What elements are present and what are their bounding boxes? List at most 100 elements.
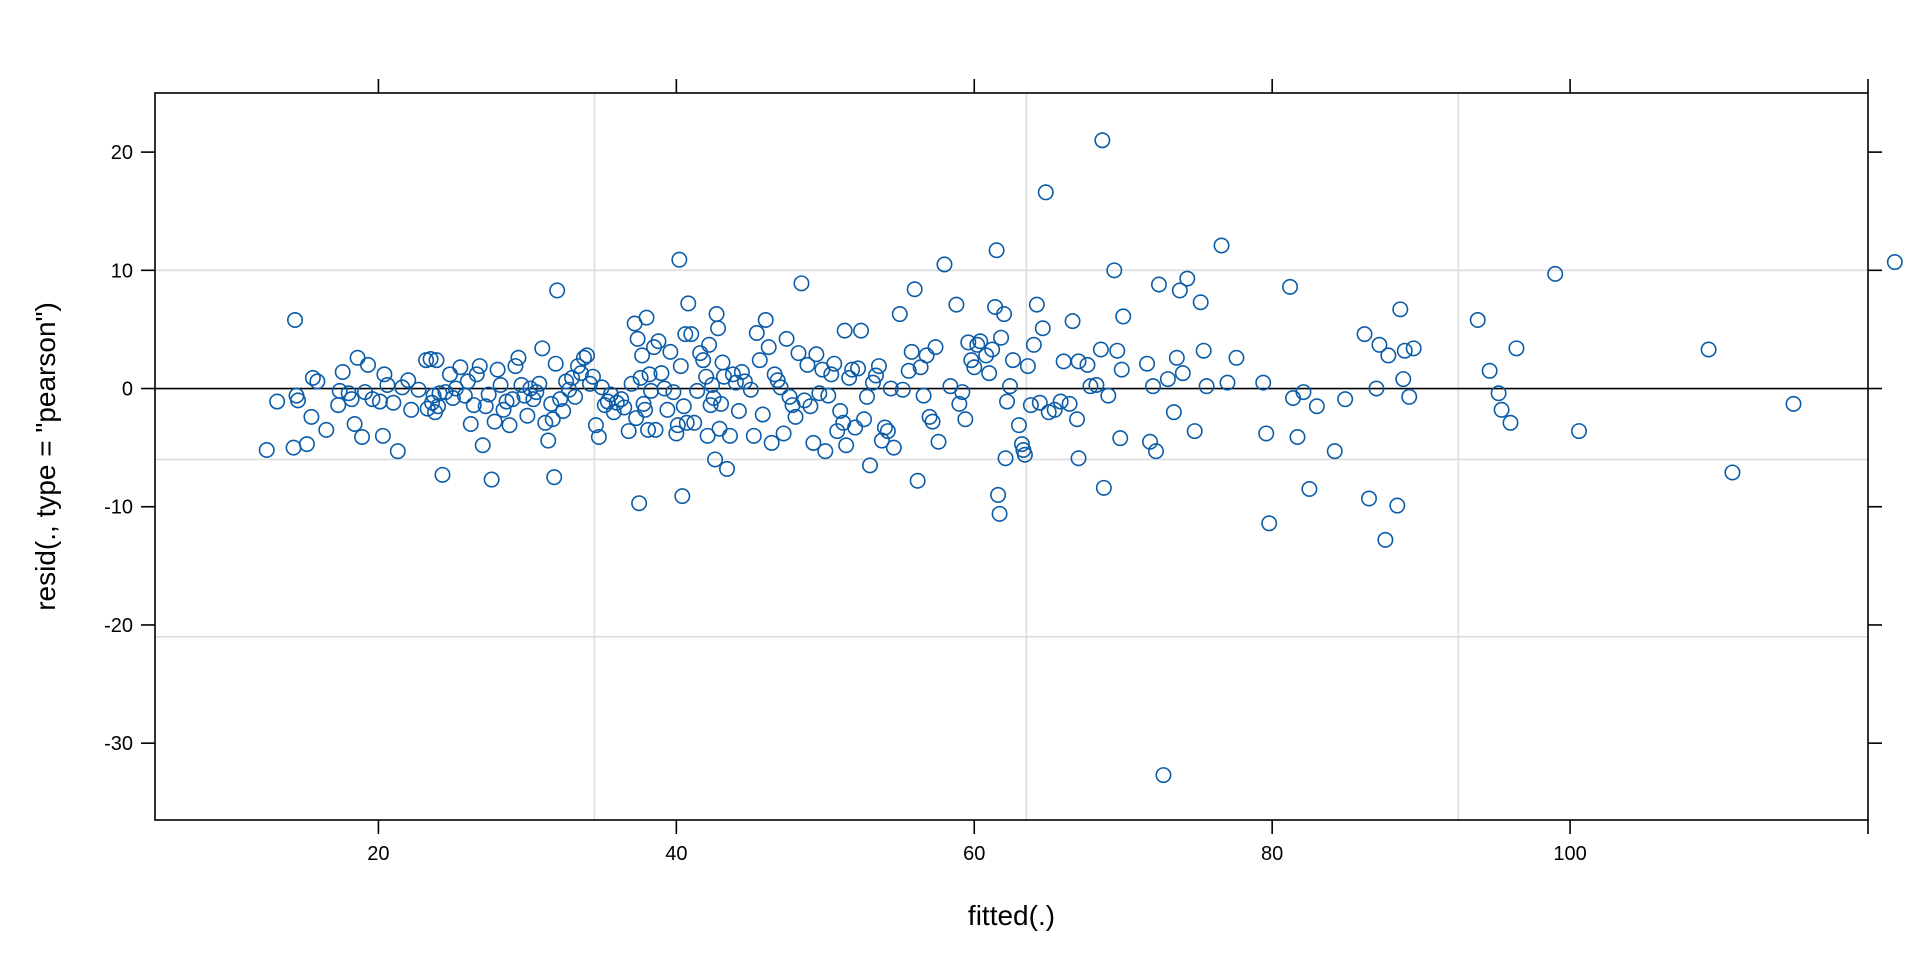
data-point bbox=[462, 415, 479, 432]
data-point bbox=[692, 345, 709, 362]
data-point bbox=[836, 322, 853, 339]
data-point bbox=[1886, 254, 1903, 271]
data-point bbox=[1106, 262, 1123, 279]
data-point bbox=[1088, 376, 1105, 393]
data-point bbox=[882, 380, 899, 397]
data-point bbox=[879, 423, 896, 440]
data-point bbox=[543, 395, 560, 412]
data-point bbox=[486, 413, 503, 430]
data-point bbox=[640, 421, 657, 438]
data-point bbox=[616, 399, 633, 416]
data-point bbox=[428, 352, 445, 369]
data-point bbox=[480, 386, 497, 403]
data-point bbox=[1010, 417, 1027, 434]
data-point bbox=[1389, 497, 1406, 514]
data-point bbox=[885, 439, 902, 456]
data-point bbox=[1155, 767, 1172, 784]
data-point bbox=[422, 350, 439, 367]
data-point bbox=[876, 419, 893, 436]
data-point bbox=[1405, 340, 1422, 357]
data-point bbox=[1145, 378, 1162, 395]
data-point bbox=[698, 368, 715, 385]
data-point bbox=[730, 402, 747, 419]
data-point bbox=[1337, 391, 1354, 408]
data-point bbox=[927, 339, 944, 356]
data-point bbox=[793, 275, 810, 292]
y-tick-label: 10 bbox=[111, 260, 133, 282]
data-point bbox=[656, 380, 673, 397]
data-point bbox=[504, 391, 521, 408]
data-point bbox=[689, 382, 706, 399]
data-point bbox=[799, 356, 816, 373]
data-point bbox=[675, 398, 692, 415]
data-point bbox=[303, 408, 320, 425]
data-point bbox=[318, 421, 335, 438]
data-point bbox=[861, 457, 878, 474]
gridlines bbox=[155, 93, 1868, 820]
data-point bbox=[954, 384, 971, 401]
y-tick-label: 20 bbox=[111, 142, 133, 164]
data-point bbox=[507, 358, 524, 375]
data-point bbox=[584, 368, 601, 385]
data-point bbox=[695, 352, 712, 369]
data-point bbox=[990, 486, 1007, 503]
data-point bbox=[811, 385, 828, 402]
data-point bbox=[1289, 428, 1306, 445]
x-tick-label: 20 bbox=[367, 843, 389, 865]
data-point bbox=[1377, 531, 1394, 548]
data-point bbox=[637, 401, 654, 418]
data-point bbox=[671, 251, 688, 268]
data-point bbox=[680, 295, 697, 312]
data-point bbox=[1228, 349, 1245, 366]
data-point bbox=[1171, 282, 1188, 299]
data-point bbox=[1785, 395, 1802, 412]
data-point bbox=[678, 414, 695, 431]
data-point bbox=[269, 393, 286, 410]
data-point bbox=[1159, 371, 1176, 388]
data-point bbox=[826, 355, 843, 372]
data-point bbox=[823, 366, 840, 383]
data-point bbox=[628, 410, 645, 427]
data-point bbox=[631, 495, 648, 512]
data-point bbox=[978, 347, 995, 364]
data-point bbox=[704, 376, 721, 393]
data-point bbox=[501, 417, 518, 434]
data-point bbox=[331, 382, 348, 399]
data-point bbox=[921, 408, 938, 425]
data-point bbox=[1547, 265, 1564, 282]
data-point bbox=[528, 384, 545, 401]
data-point bbox=[1094, 132, 1111, 149]
data-point bbox=[733, 363, 750, 380]
data-point bbox=[1308, 398, 1325, 415]
x-tick-label: 80 bbox=[1261, 843, 1283, 865]
data-point bbox=[1070, 353, 1087, 370]
data-point bbox=[590, 428, 607, 445]
data-point bbox=[489, 361, 506, 378]
data-point bbox=[859, 388, 876, 405]
data-point bbox=[1002, 378, 1019, 395]
data-point bbox=[999, 393, 1016, 410]
data-point bbox=[808, 346, 825, 363]
data-point bbox=[820, 387, 837, 404]
data-point bbox=[751, 352, 768, 369]
data-point bbox=[389, 443, 406, 460]
data-point bbox=[1195, 342, 1212, 359]
data-point bbox=[471, 358, 488, 375]
data-point bbox=[620, 423, 637, 440]
data-point bbox=[668, 425, 685, 442]
data-point bbox=[936, 256, 953, 273]
data-point bbox=[537, 414, 554, 431]
data-point bbox=[495, 401, 512, 418]
y-tick-label: 0 bbox=[122, 379, 133, 401]
data-point bbox=[864, 374, 881, 391]
data-point bbox=[468, 366, 485, 383]
data-point bbox=[1115, 308, 1132, 325]
data-point bbox=[672, 358, 689, 375]
data-point bbox=[969, 336, 986, 353]
data-point bbox=[844, 361, 861, 378]
data-point bbox=[343, 391, 360, 408]
data-point bbox=[669, 417, 686, 434]
data-point bbox=[724, 366, 741, 383]
data-point bbox=[573, 365, 590, 382]
